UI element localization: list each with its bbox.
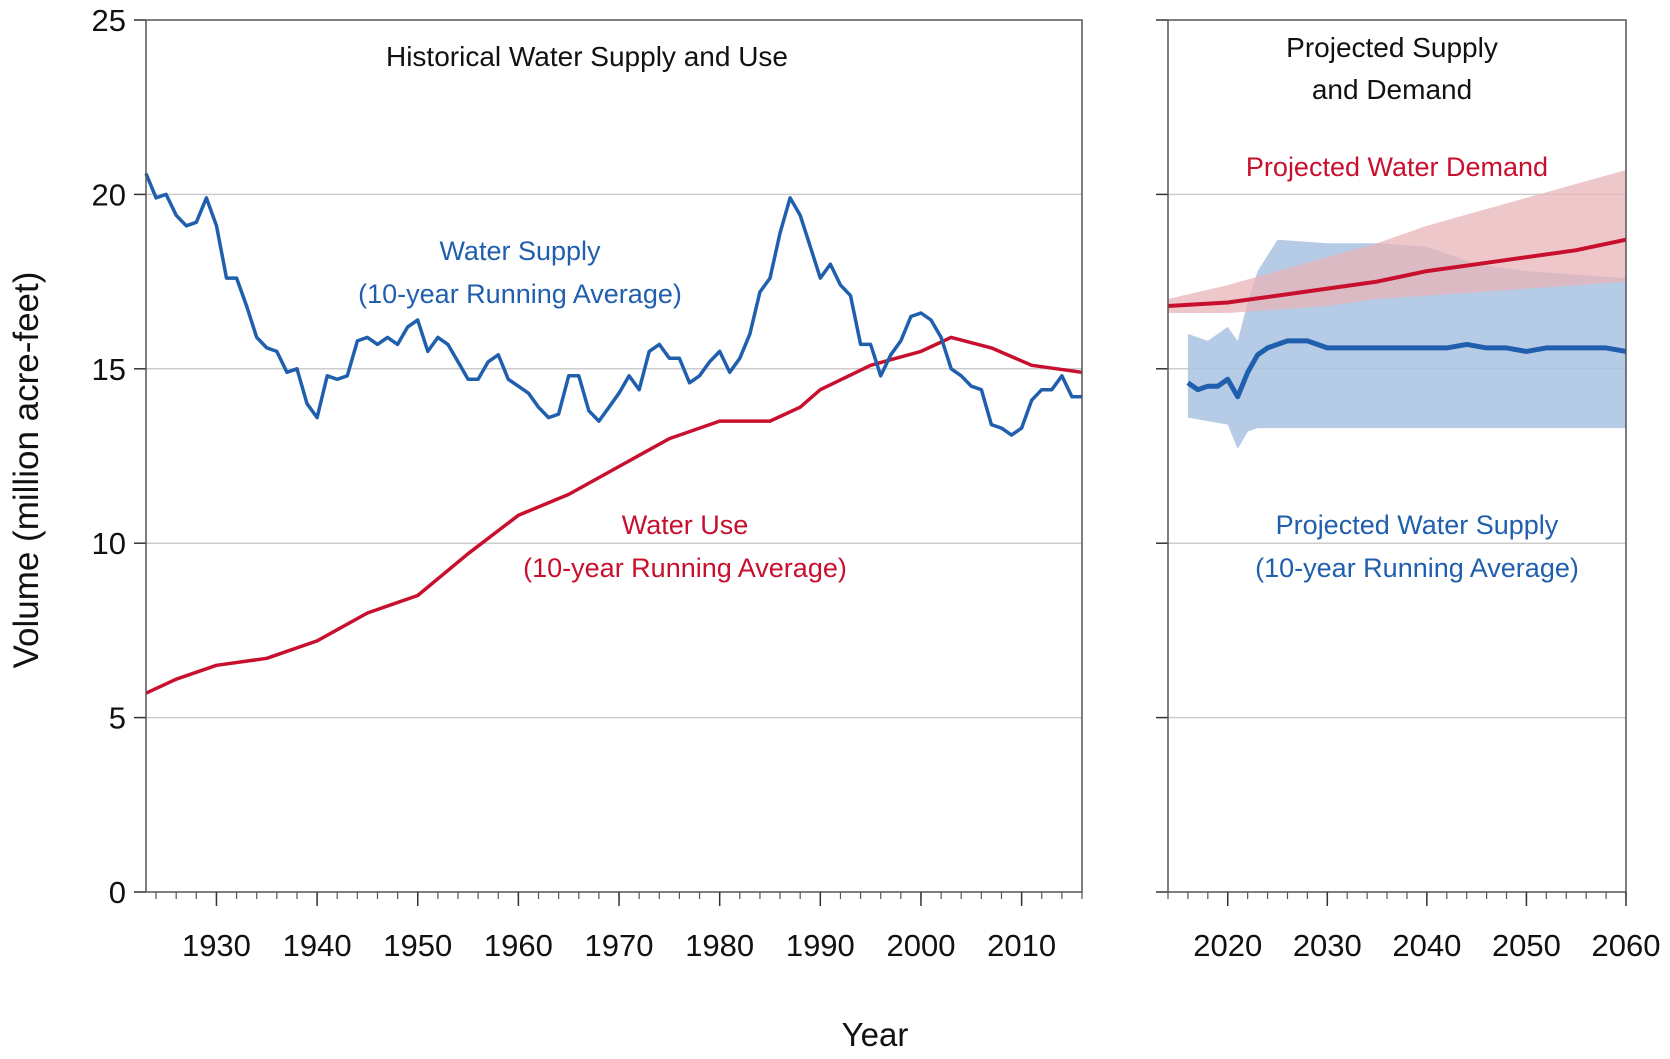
projected-demand-line xyxy=(1167,237,1627,308)
projected-supply-label-line1: Projected Water Supply xyxy=(1276,510,1559,540)
left-panel-frame xyxy=(145,19,1083,893)
water-supply-line xyxy=(144,172,1082,437)
y-tick-label: 25 xyxy=(92,3,126,38)
y-tick-label: 5 xyxy=(109,701,126,736)
x-tick-label: 2030 xyxy=(1293,928,1362,963)
y-tick-label: 0 xyxy=(109,875,126,910)
water-supply-label-line1: Water Supply xyxy=(439,236,601,266)
projected-demand-band xyxy=(1168,170,1626,313)
water-use-label-line2: (10-year Running Average) xyxy=(523,553,847,583)
x-tick-label: 1940 xyxy=(283,928,352,963)
projected-demand-label: Projected Water Demand xyxy=(1246,152,1548,182)
axes xyxy=(134,19,1627,906)
x-tick-label: 1930 xyxy=(182,928,251,963)
water-use-label-line1: Water Use xyxy=(622,510,749,540)
left-panel-title: Historical Water Supply and Use xyxy=(386,41,788,72)
x-tick-label: 1960 xyxy=(484,928,553,963)
x-tick-label: 1990 xyxy=(786,928,855,963)
series-left xyxy=(144,172,1083,695)
right-panel-title-line2: and Demand xyxy=(1312,74,1472,105)
x-tick-label: 2020 xyxy=(1193,928,1262,963)
y-tick-label: 15 xyxy=(92,352,126,387)
x-axis-label: Year xyxy=(842,1016,909,1053)
right-panel-title-line1: Projected Supply xyxy=(1286,32,1498,63)
right-panel-frame xyxy=(1167,19,1627,893)
x-tick-label: 2000 xyxy=(886,928,955,963)
y-tick-label: 20 xyxy=(92,177,126,212)
water-use-line xyxy=(145,335,1083,695)
x-tick-label: 2050 xyxy=(1492,928,1561,963)
x-tick-label: 2060 xyxy=(1592,928,1661,963)
series-right xyxy=(1167,170,1627,449)
x-tick-labels-left: 1930 1940 1950 1960 1970 1980 1990 2000 2010 xyxy=(182,928,1056,963)
x-tick-label: 2040 xyxy=(1392,928,1461,963)
water-supply-label-line2: (10-year Running Average) xyxy=(358,279,682,309)
x-tick-label: 2010 xyxy=(987,928,1056,963)
x-tick-label: 1980 xyxy=(685,928,754,963)
grid-left xyxy=(146,193,1082,719)
y-tick-label: 10 xyxy=(92,526,126,561)
y-tick-labels: 0 5 10 15 20 25 xyxy=(92,3,126,910)
x-tick-label: 1970 xyxy=(585,928,654,963)
x-tick-label: 1950 xyxy=(383,928,452,963)
y-axis-label: Volume (million acre-feet) xyxy=(7,272,46,669)
x-tick-labels-right: 2020 2030 2040 2050 2060 xyxy=(1193,928,1660,963)
projected-supply-label-line2: (10-year Running Average) xyxy=(1255,553,1579,583)
projected-supply-line xyxy=(1186,338,1627,400)
